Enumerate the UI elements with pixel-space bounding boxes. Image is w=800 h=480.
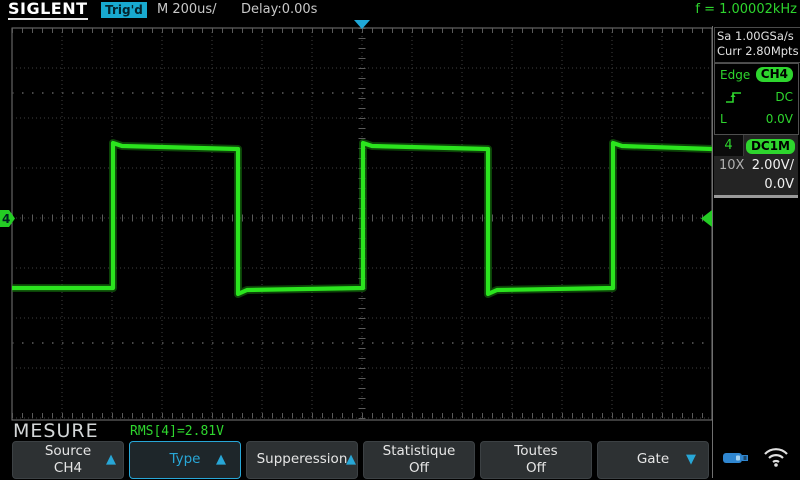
trigger-level-marker-icon[interactable]: [701, 210, 712, 227]
waveform-display[interactable]: 4: [0, 20, 713, 424]
rms-measurement-readout: RMS[4]=2.81V: [130, 424, 224, 439]
menu-button-all-measure[interactable]: Toutes Off: [480, 441, 592, 479]
trigger-level-value: 0.0V: [765, 112, 793, 126]
channel-offset-value: 0.0V: [764, 177, 794, 192]
channel-coupling-badge: DC1M: [745, 139, 795, 154]
graticule-horizontal-lines: [12, 67, 712, 419]
top-status-bar: SIGLENT Trig'd M 200us/ Delay:0.00s f = …: [0, 0, 800, 20]
siglent-logo: SIGLENT: [8, 0, 88, 20]
channel4-info-box[interactable]: 4 DC1M 10X 2.00V/ 0.0V: [714, 135, 798, 198]
trigger-status-badge: Trig'd: [101, 2, 147, 18]
trigger-coupling: DC: [775, 90, 793, 104]
menu-title: MESURE: [13, 420, 99, 442]
button-label: Statistique: [382, 443, 456, 459]
right-sidebar: Sa 1.00GSa/s Curr 2.80Mpts Edge CH4 DC L…: [713, 20, 800, 440]
sidebar-divider: [712, 26, 713, 478]
trigger-type-label: Edge: [720, 68, 751, 82]
acquisition-info-box: Sa 1.00GSa/s Curr 2.80Mpts: [714, 27, 800, 63]
frequency-counter: f = 1.00002kHz: [695, 2, 797, 17]
ch4-trace: [12, 140, 713, 297]
button-label: Source: [44, 443, 92, 459]
channel4-offset-marker-label: 4: [2, 212, 10, 226]
sample-rate: Sa 1.00GSa/s: [717, 29, 794, 43]
menu-button-type[interactable]: Type ▲: [129, 441, 241, 479]
trigger-delay-readout[interactable]: Delay:0.00s: [241, 2, 318, 17]
button-label: Type: [169, 451, 201, 467]
wifi-icon: [764, 448, 788, 467]
up-arrow-icon: ▲: [106, 452, 116, 467]
memory-depth: Curr 2.80Mpts: [717, 44, 799, 58]
down-arrow-icon: ▼: [686, 452, 696, 467]
trigger-level-label: L: [720, 112, 727, 126]
menu-button-suppression[interactable]: Supperession ▲: [246, 441, 358, 479]
button-label: Supperession: [256, 451, 348, 467]
button-label: Gate: [636, 451, 670, 467]
menu-button-source[interactable]: Source CH4 ▲: [12, 441, 124, 479]
button-label: Toutes: [514, 443, 558, 459]
trigger-info-box[interactable]: Edge CH4 DC L 0.0V: [714, 63, 799, 135]
status-icon-area: [713, 440, 800, 480]
up-arrow-icon: ▲: [346, 452, 356, 467]
menu-button-statistics[interactable]: Statistique Off: [363, 441, 475, 479]
menu-button-gate[interactable]: Gate ▼: [597, 441, 709, 479]
volts-per-div: 2.00V/: [751, 158, 794, 173]
channel-number-tab[interactable]: 4: [714, 135, 744, 156]
probe-attenuation: 10X: [719, 158, 745, 173]
button-value: CH4: [53, 460, 83, 476]
trigger-source-badge: CH4: [755, 67, 793, 82]
button-value: Off: [526, 460, 546, 476]
channel4-offset-marker-icon[interactable]: [0, 210, 15, 227]
button-value: Off: [409, 460, 429, 476]
up-arrow-icon: ▲: [216, 452, 226, 467]
trigger-position-marker-icon[interactable]: [354, 20, 370, 29]
usb-icon: [723, 453, 748, 463]
timebase-readout[interactable]: M 200us/: [157, 2, 217, 17]
rising-edge-icon: [726, 92, 741, 103]
